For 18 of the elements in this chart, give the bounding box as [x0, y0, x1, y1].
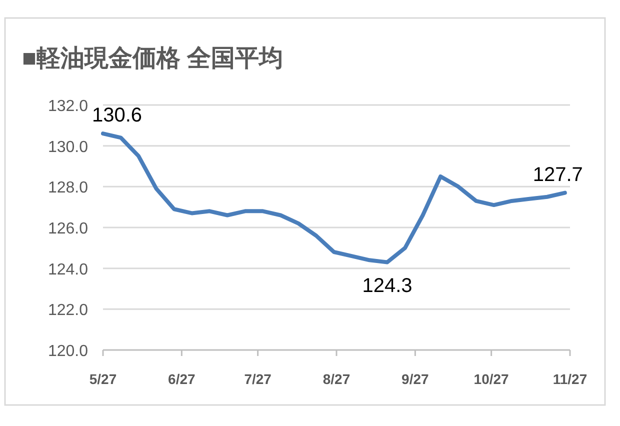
x-tick-label: 5/27 [89, 371, 117, 387]
y-tick-label: 122.0 [48, 302, 88, 320]
x-tick-label: 6/27 [168, 371, 196, 387]
chart-title: ■軽油現金価格 全国平均 [22, 45, 284, 72]
x-tick-label: 7/27 [244, 371, 272, 387]
data-label: 124.3 [362, 275, 412, 298]
y-tick-label: 132.0 [48, 98, 88, 115]
data-label: 127.7 [532, 164, 583, 186]
x-tick-label: 8/27 [322, 371, 350, 387]
x-tick-label: 9/27 [402, 371, 430, 387]
x-tick-label: 11/27 [552, 371, 588, 387]
y-tick-label: 124.0 [48, 261, 88, 278]
y-tick-label: 120.0 [48, 343, 88, 360]
y-tick-label: 128.0 [48, 180, 88, 197]
y-tick-label: 126.0 [48, 220, 88, 238]
y-tick-label: 130.0 [48, 138, 88, 156]
data-label: 130.6 [92, 104, 142, 127]
x-tick-label: 10/27 [474, 371, 510, 387]
